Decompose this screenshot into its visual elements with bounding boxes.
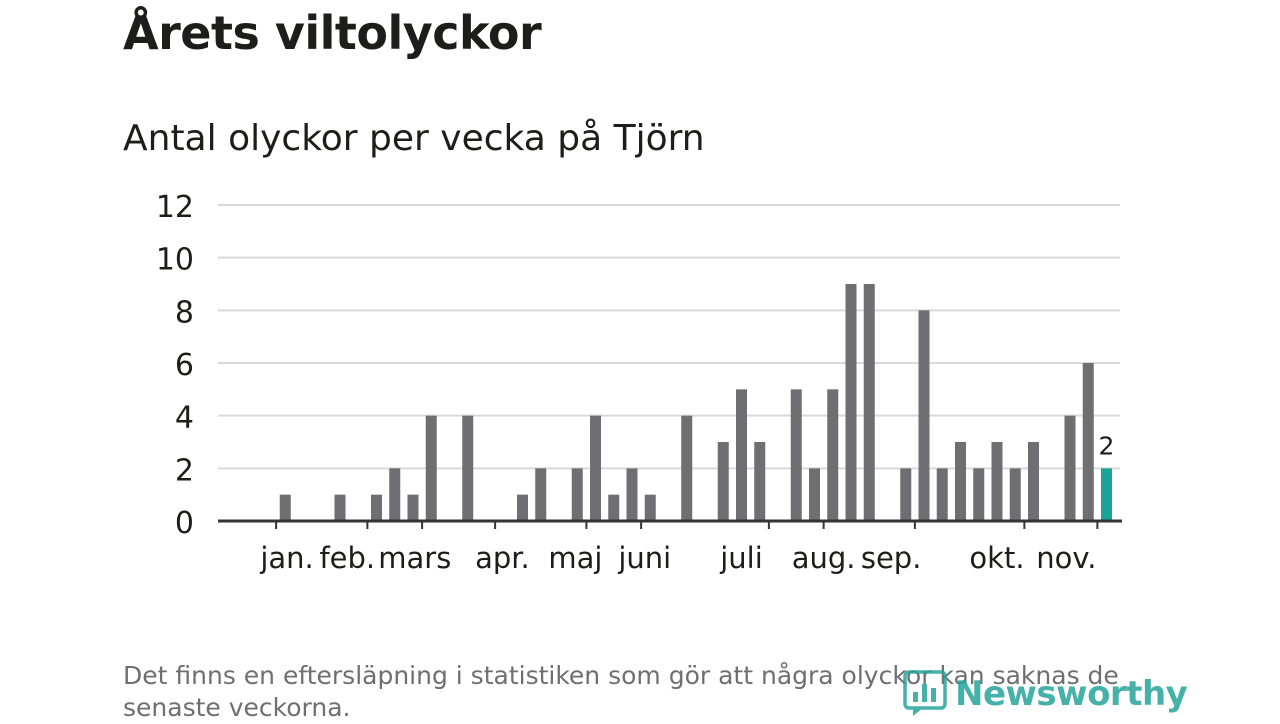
bar [571,468,583,521]
bar [900,468,912,521]
bar-chart: 0 2 4 6 8 10 12 jan. feb. mars apr. maj juni juli aug… [156,190,1122,575]
bar [754,442,766,521]
bar [936,468,948,521]
bar-highlight [1101,468,1112,521]
y-tick-label: 2 [175,453,194,488]
x-tick-label: sep. [861,541,922,575]
bar [991,442,1003,521]
bar [809,468,820,521]
x-tick-label: juli [719,541,763,575]
x-tick-label: apr. [475,541,530,575]
footnote: Det finns en eftersläpning i statistiken… [123,661,1119,722]
bar [334,494,346,521]
x-tick-label: maj [548,541,602,575]
x-tick-label: mars [378,541,451,575]
bar [535,468,547,521]
x-tick-label: okt. [969,541,1024,575]
bar [827,389,839,521]
bar [626,468,638,521]
brand-logo: Newsworthy [903,670,1188,718]
x-tick-label: feb. [319,541,375,575]
bar [918,310,930,521]
bars [279,284,1112,521]
chart-subtitle: Antal olyckor per vecka på Tjörn [123,118,705,159]
y-tick-label: 4 [175,401,194,436]
bar [590,415,601,521]
bar [973,468,985,521]
bar [462,415,474,521]
y-tick-label: 10 [156,243,194,278]
y-tick-label: 12 [156,190,194,225]
grid-lines [218,204,1120,470]
bar [717,442,729,521]
bar [955,442,966,521]
bar [407,494,419,521]
x-axis-labels: jan. feb. mars apr. maj juni juli aug. sep. okt. n… [259,541,1096,575]
bar [790,389,802,521]
headline: Årets viltolyckor [123,6,542,60]
x-tick-label: aug. [792,541,856,575]
bar [1064,415,1076,521]
brand-name: Newsworthy [955,674,1188,714]
bar [279,494,291,521]
y-tick-label: 0 [175,506,194,541]
y-tick-label: 6 [175,348,194,383]
newsworthy-icon [903,670,947,716]
bar [863,284,875,521]
bar [681,415,693,521]
bar [517,494,528,521]
bar [845,284,857,521]
bar [1082,363,1094,521]
bar [1028,442,1039,521]
bar [389,468,401,521]
annotations: 2 [1099,431,1115,460]
bar [736,389,747,521]
bar [1009,468,1021,521]
bar [608,494,620,521]
y-axis-ticks: 0 2 4 6 8 10 12 [156,190,194,541]
x-tick-label: jan. [259,541,313,575]
bar [644,494,656,521]
y-tick-label: 8 [175,295,194,330]
bar [371,494,382,521]
x-axis [218,519,1122,529]
x-tick-label: nov. [1036,541,1096,575]
bar [425,415,437,521]
x-tick-label: juni [617,541,671,575]
data-label: 2 [1099,431,1115,460]
